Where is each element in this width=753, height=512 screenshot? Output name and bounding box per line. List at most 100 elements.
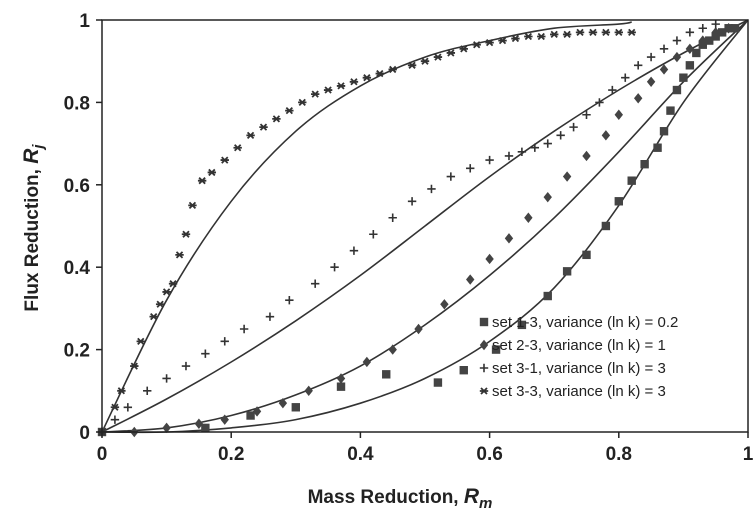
point-star xyxy=(117,387,126,395)
point-diamond xyxy=(220,414,229,425)
point-star xyxy=(375,69,384,78)
x-tick-label: 0.6 xyxy=(476,444,502,465)
point-star xyxy=(336,82,346,90)
point-diamond xyxy=(698,35,707,46)
point-diamond xyxy=(685,43,695,55)
point-diamond xyxy=(711,27,720,38)
point-star xyxy=(407,61,417,69)
point-star xyxy=(310,90,320,98)
y-tick-label: 0.6 xyxy=(64,176,90,197)
point-plus xyxy=(582,110,591,119)
point-square xyxy=(640,160,649,169)
point-square xyxy=(459,366,468,375)
point-plus xyxy=(220,337,229,346)
point-plus xyxy=(330,263,339,272)
point-star xyxy=(511,34,520,43)
x-axis-ticks: 0 0.2 0.4 0.6 0.8 1 xyxy=(97,432,753,465)
point-plus xyxy=(407,197,417,206)
point-plus xyxy=(349,246,359,255)
legend-item: set 2-3, variance (ln k) = 1 xyxy=(479,337,666,354)
legend-marker-star xyxy=(479,387,489,395)
point-star xyxy=(181,230,191,238)
point-diamond xyxy=(562,171,572,182)
legend-marker-plus xyxy=(479,363,489,373)
point-diamond xyxy=(504,233,514,244)
point-plus xyxy=(685,28,695,37)
point-star xyxy=(614,28,623,36)
point-star xyxy=(446,49,456,57)
point-square xyxy=(336,382,346,391)
point-diamond xyxy=(440,299,449,310)
point-star xyxy=(388,65,397,74)
data-markers xyxy=(97,19,740,438)
point-star xyxy=(110,403,120,411)
point-plus xyxy=(388,213,397,222)
legend-label: set 1-3, variance (ln k) = 0.2 xyxy=(492,314,678,331)
point-diamond xyxy=(194,418,204,429)
point-plus xyxy=(543,139,552,148)
point-star xyxy=(272,115,281,123)
point-plus xyxy=(485,155,494,165)
point-plus xyxy=(466,164,475,173)
legend-label: set 3-3, variance (ln k) = 3 xyxy=(492,383,666,400)
y-tick-label: 0.8 xyxy=(64,93,90,114)
point-plus xyxy=(369,230,378,239)
point-square xyxy=(672,85,682,95)
point-plus xyxy=(633,61,643,70)
point-square xyxy=(433,378,443,387)
point-diamond xyxy=(162,422,171,434)
point-star xyxy=(550,30,559,39)
point-star xyxy=(575,28,585,36)
point-square xyxy=(685,61,695,70)
point-diamond xyxy=(724,23,733,34)
point-star xyxy=(136,337,145,345)
point-plus xyxy=(181,361,191,371)
y-tick-label: 0 xyxy=(79,423,90,444)
point-star xyxy=(149,313,158,321)
point-diamond xyxy=(601,130,611,141)
point-diamond xyxy=(485,253,494,265)
point-square xyxy=(659,127,669,136)
point-star xyxy=(459,45,468,53)
model-curve-4 xyxy=(101,19,749,434)
point-star xyxy=(524,32,533,41)
legend-marker-diamond xyxy=(479,339,489,351)
legend: set 1-3, variance (ln k) = 0.2 set 2-3, v… xyxy=(479,314,678,400)
point-square xyxy=(627,176,636,185)
y-tick-label: 1 xyxy=(79,11,90,32)
point-square xyxy=(491,345,501,354)
point-star xyxy=(298,98,307,107)
point-plus xyxy=(239,324,249,334)
point-star xyxy=(155,300,165,308)
point-star xyxy=(420,57,430,65)
point-square xyxy=(705,36,714,45)
point-diamond xyxy=(582,150,591,162)
point-square xyxy=(543,291,552,301)
point-diamond xyxy=(388,344,397,355)
point-plus xyxy=(621,73,630,82)
point-star xyxy=(162,288,171,296)
point-star xyxy=(498,36,507,45)
point-square xyxy=(679,73,688,82)
point-star xyxy=(285,107,294,115)
point-star xyxy=(588,28,598,36)
point-star xyxy=(485,39,494,47)
point-plus xyxy=(659,44,669,54)
point-diamond xyxy=(672,51,682,63)
point-plus xyxy=(162,374,171,383)
point-diamond xyxy=(278,397,288,409)
point-square xyxy=(601,221,611,231)
point-plus xyxy=(446,172,456,181)
x-tick-label: 0 xyxy=(97,444,108,465)
point-square xyxy=(730,24,740,33)
point-plus xyxy=(201,349,210,358)
point-star xyxy=(259,123,268,131)
point-plus xyxy=(310,279,320,288)
series-4 xyxy=(97,28,636,436)
point-star xyxy=(472,41,481,49)
point-plus xyxy=(711,19,720,29)
point-square xyxy=(582,250,591,260)
point-star xyxy=(220,156,229,164)
point-square xyxy=(201,423,210,433)
